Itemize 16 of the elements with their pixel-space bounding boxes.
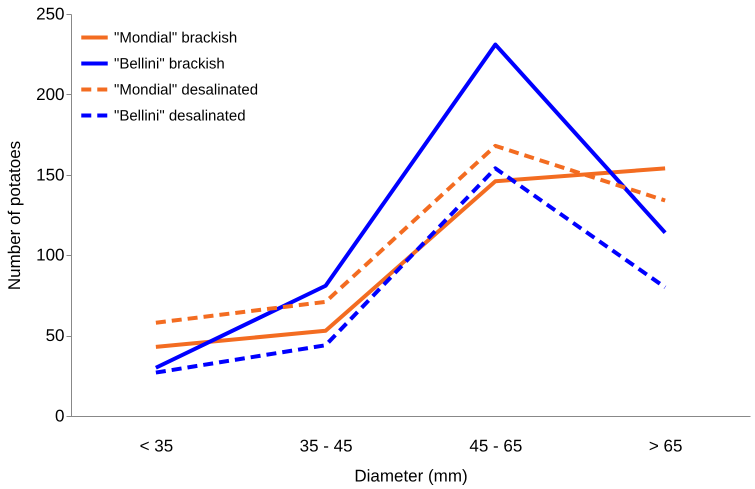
x-tick-label: > 65	[648, 436, 682, 456]
y-tick-label: 100	[36, 246, 64, 265]
x-tick-label: 35 - 45	[300, 436, 353, 456]
legend-label: "Mondial" brackish	[114, 30, 238, 46]
y-axis-title: Number of potatoes	[5, 140, 24, 290]
x-tick-label: 45 - 65	[469, 436, 522, 456]
y-tick-label: 200	[36, 84, 64, 104]
legend-label: "Bellini" desalinated	[114, 108, 246, 124]
legend-label: "Bellini" brackish	[114, 56, 225, 72]
legend-label: "Mondial" desalinated	[114, 82, 258, 98]
y-tick-label: 150	[36, 165, 64, 184]
y-tick-label: 0	[55, 406, 64, 426]
x-axis-title: Diameter (mm)	[354, 466, 468, 486]
x-tick-label: < 35	[140, 436, 174, 456]
y-tick-label: 50	[46, 326, 64, 346]
y-tick-label: 250	[36, 4, 64, 24]
